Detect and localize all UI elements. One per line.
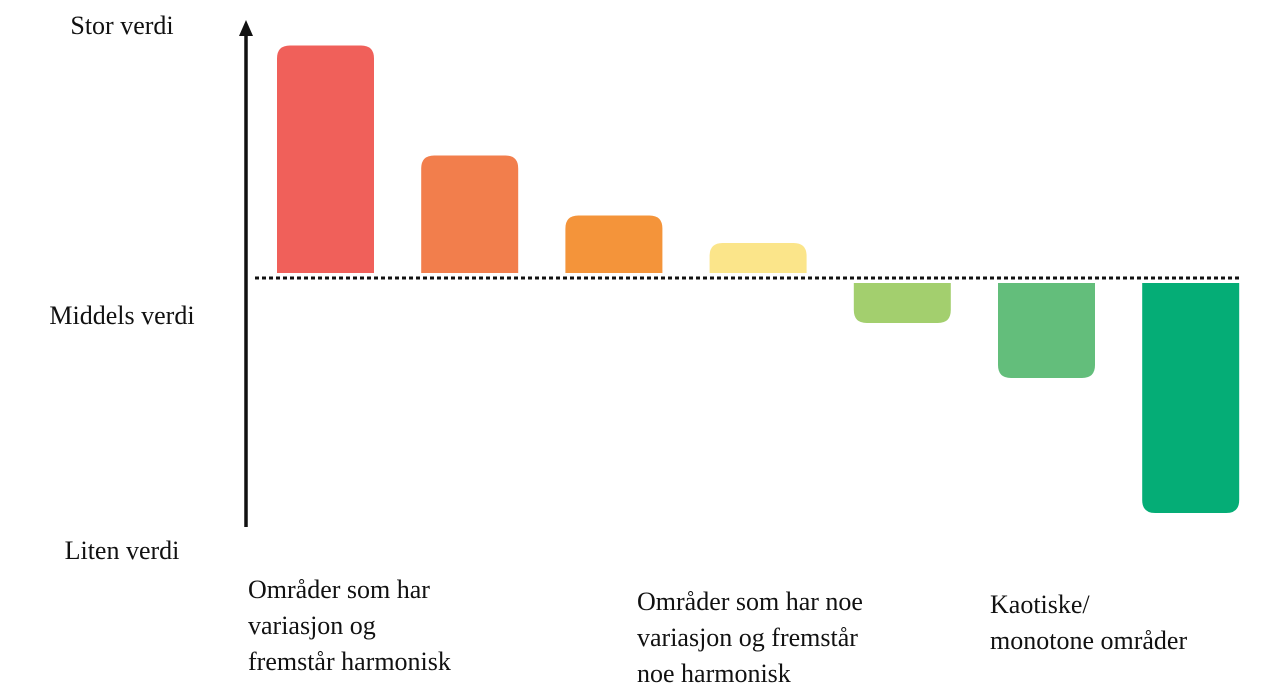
group-label: Områder som har [248, 575, 430, 604]
bar [277, 45, 374, 273]
group-label: Områder som har noe [637, 587, 863, 616]
bar [709, 243, 807, 273]
group-label: Kaotiske/ [990, 590, 1090, 619]
y-tick-label: Middels verdi [49, 301, 194, 330]
group-label: variasjon og fremstår [637, 623, 858, 652]
y-axis-arrow [239, 20, 253, 36]
group-label: variasjon og [248, 611, 376, 640]
bar [1142, 283, 1240, 513]
y-tick-label: Liten verdi [65, 536, 180, 565]
group-label: monotone områder [990, 626, 1187, 655]
group-label: noe harmonisk [637, 659, 791, 683]
group-label: fremstår harmonisk [248, 647, 451, 676]
bar [565, 215, 663, 273]
bar [998, 283, 1095, 378]
bar [421, 155, 519, 273]
bar [853, 283, 951, 323]
y-tick-label: Stor verdi [70, 11, 173, 40]
